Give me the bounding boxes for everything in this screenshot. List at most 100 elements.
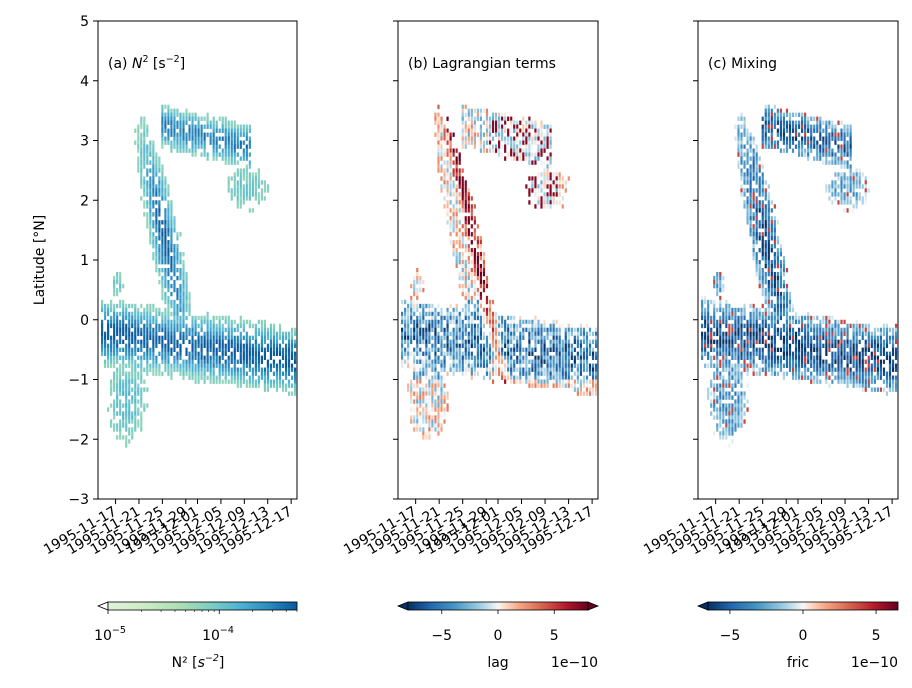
heatmap-cell xyxy=(737,331,740,337)
heatmap-cell xyxy=(740,371,743,376)
heatmap-cell xyxy=(125,443,128,448)
heatmap-cell xyxy=(713,395,716,400)
heatmap-cell xyxy=(161,267,164,273)
heatmap-cell xyxy=(764,359,767,364)
heatmap-cell xyxy=(125,323,128,329)
heatmap-cell xyxy=(722,347,725,353)
heatmap-cell xyxy=(755,240,758,245)
heatmap-cell xyxy=(164,315,167,321)
heatmap-cell xyxy=(464,200,467,205)
heatmap-cell xyxy=(749,228,752,233)
heatmap-cell xyxy=(831,160,834,165)
heatmap-cell xyxy=(779,331,782,337)
heatmap-cell xyxy=(749,132,752,137)
heatmap-cell xyxy=(206,363,209,368)
heatmap-cell xyxy=(767,283,770,289)
heatmap-cell xyxy=(224,116,227,121)
heatmap-cell xyxy=(752,160,755,165)
heatmap-cell xyxy=(458,315,461,321)
heatmap-cell xyxy=(173,347,176,353)
heatmap-cell xyxy=(537,383,540,388)
heatmap-cell xyxy=(510,363,513,368)
heatmap-cell xyxy=(170,347,173,353)
heatmap-cell xyxy=(476,108,479,114)
heatmap-cell xyxy=(242,140,245,145)
heatmap-cell xyxy=(582,383,586,388)
heatmap-cell xyxy=(458,204,461,209)
heatmap-cell xyxy=(146,184,149,189)
heatmap-cell xyxy=(461,355,464,360)
heatmap-cell xyxy=(464,244,467,249)
heatmap-cell xyxy=(266,367,270,372)
heatmap-cell xyxy=(761,144,764,149)
heatmap-cell xyxy=(119,299,122,305)
heatmap-cell xyxy=(831,327,834,333)
heatmap-cell xyxy=(525,128,528,133)
heatmap-cell xyxy=(443,160,446,165)
heatmap-cell xyxy=(549,140,552,145)
heatmap-cell xyxy=(552,355,555,360)
heatmap-cell xyxy=(197,128,200,133)
heatmap-cell xyxy=(245,180,248,185)
heatmap-cell xyxy=(173,339,176,345)
heatmap-cell xyxy=(263,319,266,325)
heatmap-cell xyxy=(200,323,203,329)
heatmap-cell xyxy=(152,184,155,189)
heatmap-cell xyxy=(494,144,498,149)
heatmap-cell xyxy=(152,148,155,153)
heatmap-cell xyxy=(449,240,452,245)
heatmap-cell xyxy=(522,331,525,337)
heatmap-cell xyxy=(713,319,716,325)
heatmap-cell xyxy=(788,136,792,141)
heatmap-cell xyxy=(110,339,113,345)
heatmap-cell xyxy=(822,343,825,349)
heatmap-cell xyxy=(122,323,125,329)
heatmap-cell xyxy=(410,351,413,356)
heatmap-cell xyxy=(248,319,251,325)
heatmap-cell xyxy=(449,140,452,145)
heatmap-cell xyxy=(152,327,155,333)
heatmap-cell xyxy=(287,367,291,372)
heatmap-cell xyxy=(233,347,236,353)
heatmap-cell xyxy=(416,307,419,313)
heatmap-cell xyxy=(413,407,416,412)
heatmap-cell xyxy=(816,355,819,360)
heatmap-cell xyxy=(164,192,167,197)
heatmap-cell xyxy=(755,200,758,205)
heatmap-cell xyxy=(734,391,737,396)
heatmap-cell xyxy=(287,363,291,368)
heatmap-cell xyxy=(491,323,495,329)
heatmap-cell xyxy=(737,423,740,428)
heatmap-cell xyxy=(116,395,119,400)
heatmap-cell xyxy=(549,367,552,372)
heatmap-cell xyxy=(564,363,567,368)
heatmap-cell xyxy=(404,347,407,353)
heatmap-cell xyxy=(585,383,589,388)
heatmap-cell xyxy=(594,327,598,333)
heatmap-cell xyxy=(437,160,440,165)
heatmap-cell xyxy=(716,291,719,297)
heatmap-cell xyxy=(591,379,595,384)
heatmap-cell xyxy=(822,148,825,153)
heatmap-cell xyxy=(722,387,725,392)
heatmap-cell xyxy=(461,184,464,189)
heatmap-cell xyxy=(251,172,254,177)
heatmap-cell xyxy=(437,407,440,412)
heatmap-cell xyxy=(449,160,452,165)
heatmap-cell xyxy=(467,339,470,345)
heatmap-cell xyxy=(212,351,215,356)
heatmap-cell xyxy=(519,379,522,384)
heatmap-cell xyxy=(819,379,822,384)
heatmap-cell xyxy=(722,367,725,372)
heatmap-cell xyxy=(182,263,185,269)
heatmap-cell xyxy=(525,184,528,189)
heatmap-cell xyxy=(470,327,473,333)
heatmap-cell xyxy=(137,156,140,161)
heatmap-cell xyxy=(482,355,486,360)
heatmap-cell xyxy=(479,116,482,121)
heatmap-cell xyxy=(200,116,203,121)
heatmap-cell xyxy=(558,200,561,205)
heatmap-cell xyxy=(510,379,513,384)
heatmap-cell xyxy=(546,379,549,384)
heatmap-cell xyxy=(452,148,455,153)
